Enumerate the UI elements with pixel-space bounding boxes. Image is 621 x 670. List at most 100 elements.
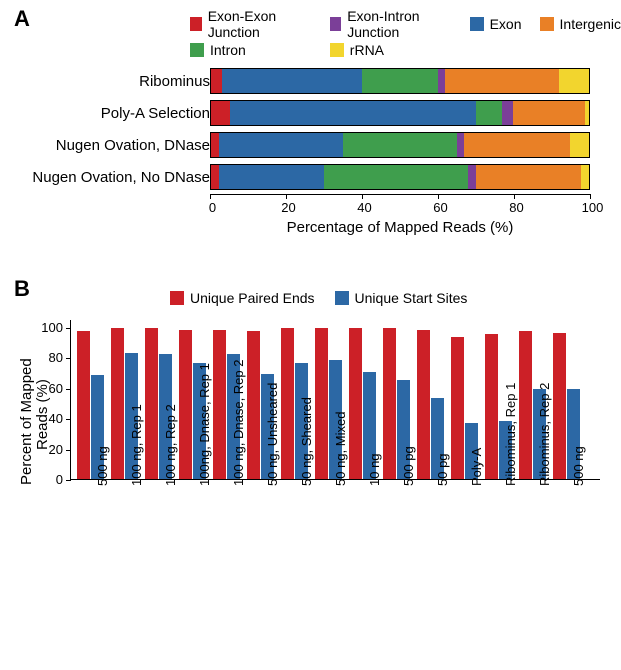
chart-a-segment (211, 69, 222, 93)
y-tick (66, 450, 71, 451)
x-tick (590, 194, 591, 199)
chart-b-category-label: 50 ng, Mixed (333, 412, 348, 486)
legend-item: Intron (190, 42, 312, 58)
y-tick-label: 60 (37, 381, 63, 396)
bar-upe (383, 328, 396, 479)
chart-b-category-label: 100ng, Dnase, Rep 1 (197, 363, 212, 486)
chart-a-row-label: Nugen Ovation, No DNase (20, 169, 210, 186)
chart-a-segment (362, 69, 438, 93)
chart-b-category-label: 50 ng, Sheared (299, 397, 314, 486)
legend-item: rRNA (330, 42, 452, 58)
chart-a-segment (464, 133, 570, 157)
y-tick (66, 419, 71, 420)
chart-a-xlabel: Percentage of Mapped Reads (%) (210, 219, 590, 236)
chart-a-bar (210, 68, 590, 94)
chart-b-category-label: 10 ng (367, 453, 382, 486)
chart-b-category-label: 50 pg (435, 453, 450, 486)
bar-upe (519, 331, 532, 479)
x-tick-label: 40 (352, 200, 377, 215)
x-tick-label: 20 (276, 200, 301, 215)
chart-a-segment (219, 165, 325, 189)
chart-a-segment (476, 101, 502, 125)
chart-b-category-label: 500 ng (95, 446, 110, 486)
x-tick-label: 60 (428, 200, 453, 215)
y-tick-label: 80 (37, 350, 63, 365)
y-tick-label: 0 (37, 472, 63, 487)
chart-b: 020406080100500 ng100 ng, Rep 1100 ng, R… (70, 320, 600, 650)
chart-b-category-label: 100 ng, Rep 2 (163, 404, 178, 486)
bar-upe (145, 328, 158, 479)
chart-b-category-label: 50 ng, Unsheared (265, 383, 280, 486)
chart-a-segment (438, 69, 446, 93)
legend-swatch (330, 17, 341, 31)
legend-text: Exon (490, 16, 522, 32)
x-tick-label: 100 (580, 200, 605, 215)
chart-a-segment (581, 165, 589, 189)
x-tick-label: 0 (200, 200, 225, 215)
legend-item: Exon-Intron Junction (330, 8, 452, 40)
chart-a-segment (211, 101, 230, 125)
chart-a-legend: Exon-Exon Junction Exon-Intron Junction Ex… (190, 8, 621, 58)
bar-upe (213, 330, 226, 479)
chart-b-category-label: 500 ng (571, 446, 586, 486)
x-tick (362, 194, 363, 199)
chart-a-segment (445, 69, 558, 93)
legend-item: Exon (470, 16, 522, 32)
chart-b-category-label: Poly-A (469, 448, 484, 486)
chart-b-category-label: Ribominus, Rep 2 (537, 383, 552, 486)
legend-swatch (335, 291, 349, 305)
chart-b-category-label: 100 ng, Rep 1 (129, 404, 144, 486)
chart-a-segment (222, 69, 362, 93)
x-tick (438, 194, 439, 199)
chart-a-segment (502, 101, 513, 125)
legend-item: Unique Start Sites (335, 290, 468, 306)
x-tick (210, 194, 211, 199)
chart-b-legend: Unique Paired Ends Unique Start Sites (170, 290, 467, 306)
bar-upe (349, 328, 362, 479)
bar-upe (111, 328, 124, 479)
chart-a-row-label: Ribominus (20, 73, 210, 90)
chart-a-row-label: Nugen Ovation, DNase (20, 137, 210, 154)
legend-text: Exon-Exon Junction (208, 8, 312, 40)
chart-a-segment (513, 101, 585, 125)
legend-text: Exon-Intron Junction (347, 8, 451, 40)
bar-upe (77, 331, 90, 479)
legend-text: rRNA (350, 42, 384, 58)
legend-swatch (170, 291, 184, 305)
legend-swatch (330, 43, 344, 57)
legend-text: Unique Start Sites (355, 290, 468, 306)
x-tick-label: 80 (504, 200, 529, 215)
chart-a-segment (343, 133, 456, 157)
legend-item: Unique Paired Ends (170, 290, 315, 306)
bar-upe (485, 334, 498, 479)
chart-a-segment (211, 165, 219, 189)
chart-a: RibominusPoly-A SelectionNugen Ovation, … (20, 68, 600, 236)
chart-a-bar (210, 164, 590, 190)
x-tick (286, 194, 287, 199)
chart-a-bar (210, 132, 590, 158)
chart-b-category-label: Ribominus, Rep 1 (503, 383, 518, 486)
y-tick-label: 40 (37, 411, 63, 426)
panel-b-label: B (14, 276, 30, 302)
y-tick (66, 358, 71, 359)
y-tick-label: 100 (37, 320, 63, 335)
legend-swatch (190, 43, 204, 57)
legend-text: Intergenic (560, 16, 621, 32)
legend-swatch (190, 17, 202, 31)
chart-b-category-label: 100 ng, Dnase, Rep 2 (231, 360, 246, 486)
bar-upe (553, 333, 566, 479)
legend-item: Exon-Exon Junction (190, 8, 312, 40)
chart-a-segment (468, 165, 476, 189)
x-tick (514, 194, 515, 199)
chart-a-segment (324, 165, 468, 189)
y-tick (66, 389, 71, 390)
legend-text: Intron (210, 42, 246, 58)
legend-swatch (540, 17, 554, 31)
bar-upe (179, 330, 192, 479)
y-tick (66, 328, 71, 329)
chart-b-ylabel-line1: Percent of Mapped (18, 358, 35, 485)
chart-a-segment (457, 133, 465, 157)
legend-item: Intergenic (540, 16, 621, 32)
chart-a-segment (570, 133, 589, 157)
chart-a-segment (585, 101, 589, 125)
